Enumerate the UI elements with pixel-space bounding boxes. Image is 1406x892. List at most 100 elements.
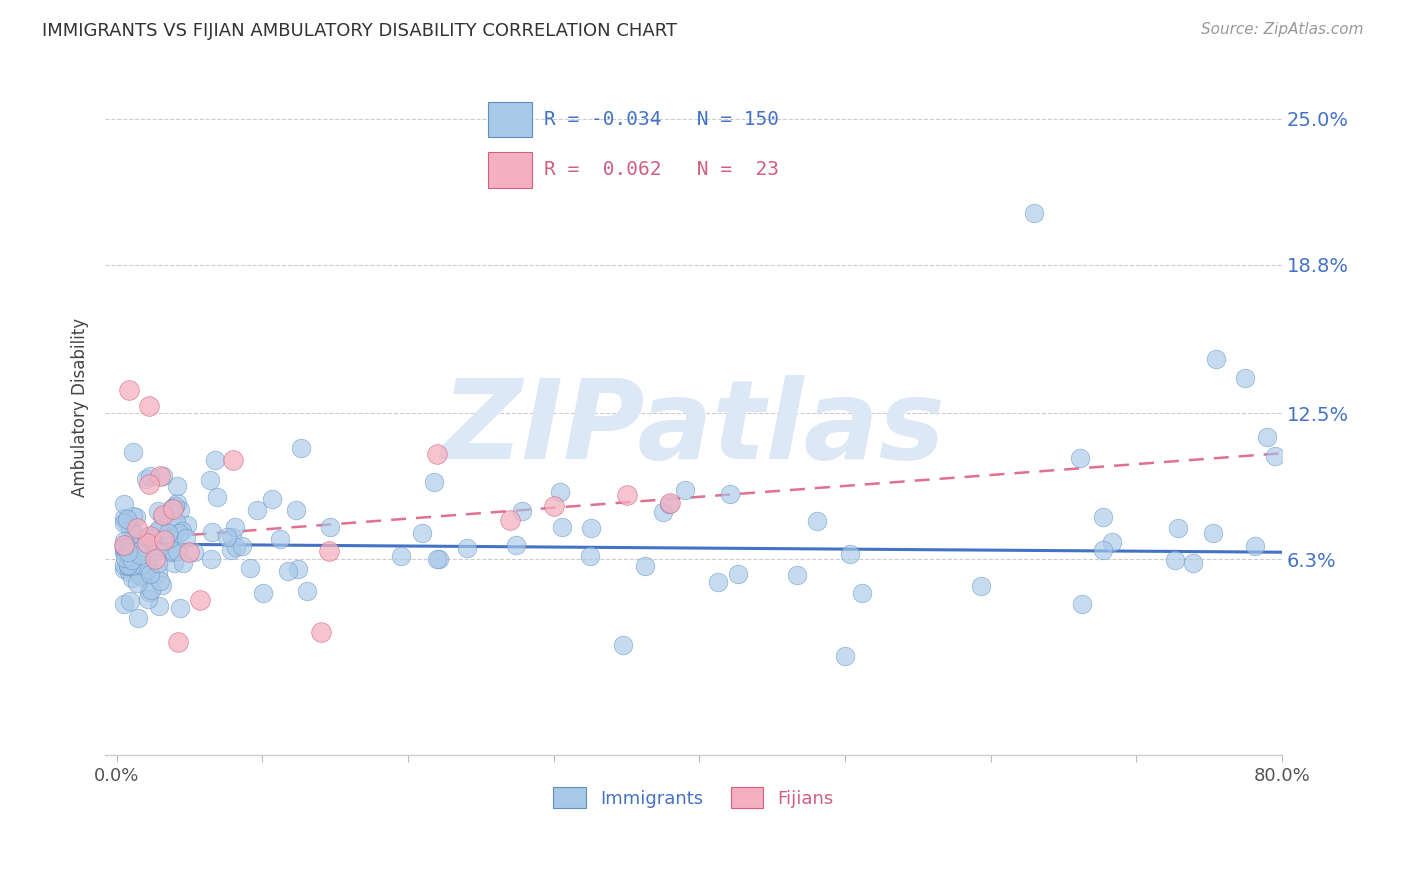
Point — [217, 530, 239, 544]
Point — [146, 557, 169, 571]
Point — [252, 586, 274, 600]
Point — [970, 578, 993, 592]
Point — [179, 544, 201, 558]
Point — [160, 545, 183, 559]
Point — [176, 531, 198, 545]
Point — [112, 538, 135, 552]
Point — [117, 512, 139, 526]
Point — [319, 520, 342, 534]
Point — [124, 541, 146, 556]
Point — [1244, 539, 1267, 553]
Point — [118, 522, 141, 536]
Point — [112, 497, 135, 511]
Point — [219, 543, 242, 558]
Point — [128, 544, 150, 558]
Point — [834, 648, 856, 663]
Point — [1069, 451, 1091, 466]
Point — [112, 516, 135, 531]
Text: ZIPatlas: ZIPatlas — [441, 375, 945, 482]
Point — [1181, 557, 1204, 571]
Point — [122, 535, 145, 549]
Point — [112, 541, 135, 555]
Point — [142, 529, 165, 543]
Point — [138, 567, 160, 582]
Point — [132, 549, 155, 563]
Point — [290, 442, 312, 456]
Point — [499, 513, 522, 527]
Point — [160, 501, 183, 516]
Point — [287, 561, 309, 575]
Point — [423, 475, 446, 490]
Point — [138, 585, 160, 599]
Point — [1092, 543, 1115, 558]
Point — [149, 574, 172, 588]
Point — [727, 566, 749, 581]
Point — [707, 574, 730, 589]
Point — [176, 517, 198, 532]
Point — [204, 453, 226, 467]
Point — [579, 520, 602, 534]
Point — [411, 526, 433, 541]
Point — [551, 520, 574, 534]
Point — [112, 562, 135, 576]
Point — [152, 469, 174, 483]
Point — [148, 504, 170, 518]
Point — [138, 477, 160, 491]
Point — [122, 526, 145, 541]
Point — [201, 524, 224, 539]
Point — [1091, 509, 1114, 524]
Point — [131, 570, 153, 584]
Point — [309, 625, 332, 640]
Point — [112, 542, 135, 557]
Point — [221, 531, 243, 545]
Point — [159, 520, 181, 534]
Point — [659, 495, 682, 509]
Point — [152, 509, 174, 524]
Point — [112, 540, 135, 554]
Point — [1024, 206, 1046, 220]
Point — [172, 556, 194, 570]
Point — [225, 540, 247, 554]
Point — [136, 562, 159, 576]
Point — [121, 553, 143, 567]
Point — [120, 594, 142, 608]
Point — [200, 552, 222, 566]
Point — [112, 545, 135, 559]
Point — [118, 566, 141, 580]
Point — [146, 566, 169, 581]
Point — [165, 515, 187, 529]
Point — [166, 478, 188, 492]
Point — [121, 445, 143, 459]
Point — [1167, 521, 1189, 535]
Point — [134, 536, 156, 550]
Point — [117, 545, 139, 559]
Point — [114, 514, 136, 528]
Point — [122, 557, 145, 571]
Point — [505, 538, 527, 552]
Point — [112, 558, 135, 572]
Point — [138, 529, 160, 543]
Point — [136, 592, 159, 607]
Point — [246, 502, 269, 516]
Legend: Immigrants, Fijians: Immigrants, Fijians — [546, 780, 841, 815]
Point — [138, 399, 160, 413]
Point — [277, 564, 299, 578]
Point — [838, 547, 860, 561]
Point — [149, 468, 172, 483]
Point — [295, 584, 318, 599]
Point — [163, 538, 186, 552]
Point — [162, 544, 184, 558]
Point — [129, 548, 152, 562]
Point — [806, 514, 828, 528]
Point — [135, 472, 157, 486]
Point — [612, 638, 634, 652]
Point — [112, 510, 135, 524]
Point — [129, 565, 152, 579]
Point — [222, 453, 245, 467]
Point — [146, 524, 169, 539]
Point — [129, 558, 152, 572]
Point — [167, 634, 190, 648]
Point — [127, 611, 149, 625]
Point — [112, 534, 135, 549]
Point — [112, 597, 135, 611]
